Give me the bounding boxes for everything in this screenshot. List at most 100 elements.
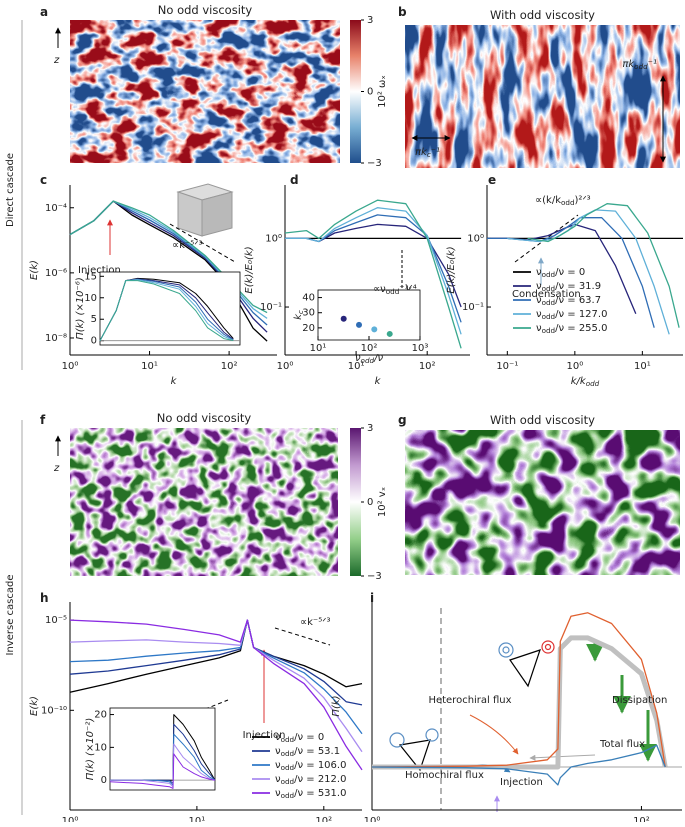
y-tick-label: 10 [94, 742, 107, 753]
inset-frame [317, 289, 421, 341]
series-line [109, 753, 216, 789]
panel-letter: f [40, 413, 46, 427]
y-tick-label: 10⁻⁵ [45, 615, 67, 626]
annotation: ∝k⁻⁵ᐟ³ [300, 617, 330, 628]
field-title: No odd viscosity [158, 3, 253, 17]
colorbar-tick-label: −3 [367, 571, 382, 582]
point [356, 321, 363, 328]
panel-letter: b [398, 5, 407, 19]
x-tick-label: 10¹ [634, 361, 651, 372]
legend-label: νodd/ν = 31.9 [536, 281, 601, 293]
y-tick-label: 10⁻⁸ [45, 333, 67, 344]
panel-letter: e [488, 173, 496, 187]
point [371, 326, 378, 333]
series-line [284, 199, 462, 349]
y-tick-label: 0 [101, 775, 107, 786]
legend-label: νodd/ν = 63.7 [536, 295, 601, 307]
cube-icon [176, 183, 234, 237]
panel-letter: a [40, 5, 48, 19]
series-line [110, 743, 216, 788]
y-axis-label: E(k) [29, 260, 40, 280]
field-title: With odd viscosity [490, 8, 595, 22]
colorbar-label: 10² ωₓ [377, 75, 388, 108]
panel-letter: g [398, 413, 407, 427]
y-axis-label: Π(k) (×10⁻²) [85, 718, 96, 781]
legend-label: νodd/ν = 531.0 [275, 788, 346, 800]
y-tick-label: 30 [302, 308, 315, 319]
x-axis-label: k/kodd [571, 376, 600, 388]
legend-label: νodd/ν = 127.0 [536, 309, 607, 321]
x-axis-label: νodd/ν [355, 353, 383, 365]
panel-letter: h [40, 591, 49, 605]
guide-line [274, 627, 331, 646]
legend-label: νodd/ν = 53.1 [275, 746, 340, 758]
field-image [70, 20, 340, 163]
y-axis-label: kc [293, 310, 305, 320]
inset-frame [99, 271, 241, 346]
series-line [285, 207, 462, 335]
legend-label: νodd/ν = 212.0 [275, 774, 346, 786]
colorbar-label: 10² vₓ [377, 487, 388, 517]
x-tick-label: 10¹ [310, 343, 327, 354]
y-tick-label: 10 [84, 293, 97, 304]
side-label: Direct cascade [5, 153, 16, 227]
legend-label: νodd/ν = 106.0 [275, 760, 346, 772]
field-annotation: πkodd⁻¹ [622, 59, 657, 71]
x-tick-label: 10¹ [348, 361, 365, 372]
series-line [69, 619, 363, 771]
annotation: Condensation [512, 289, 581, 300]
y-tick-label: 10⁻¹ [462, 302, 484, 313]
series-line [99, 280, 234, 341]
x-tick-label: 10² [419, 361, 436, 372]
y-tick-label: 10⁻¹⁰ [41, 705, 67, 716]
x-tick-label: 10⁰ [566, 361, 583, 372]
y-tick-label: 15 [84, 271, 97, 282]
field-title: With odd viscosity [490, 413, 595, 427]
y-tick-label: 10⁻⁴ [45, 203, 67, 214]
colorbar-tick-label: 3 [367, 423, 373, 434]
y-tick-label: 10⁻⁶ [45, 268, 67, 279]
field-image [70, 428, 338, 576]
annotation: ∝k⁻⁵ᐟ³ [172, 240, 202, 251]
colorbar-tick-label: 0 [367, 87, 373, 98]
field-image [405, 25, 680, 168]
colorbar [350, 20, 361, 163]
panel-letter: i [370, 591, 374, 605]
colorbar-tick-label: −3 [367, 158, 382, 169]
series-line [527, 203, 680, 328]
y-tick-label: 20 [94, 710, 107, 721]
field-image [405, 430, 680, 575]
legend-label: νodd/ν = 255.0 [536, 323, 607, 335]
x-axis-label: k [171, 376, 178, 387]
legend-label: νodd/ν = 0 [275, 732, 324, 744]
field-title: No odd viscosity [157, 411, 252, 425]
x-tick-label: 10⁰ [62, 816, 79, 822]
series-line [372, 635, 668, 770]
x-tick-label: 10² [221, 361, 238, 372]
colorbar-tick-label: 0 [367, 497, 373, 508]
x-tick-label: 10⁻¹ [496, 361, 518, 372]
side-label: Inverse cascade [5, 575, 16, 656]
y-tick-label: 5 [91, 314, 97, 325]
legend-label: νodd/ν = 0 [536, 267, 585, 279]
annotation: Injection [243, 730, 286, 741]
colorbar [350, 428, 361, 576]
point [340, 315, 347, 322]
x-tick-label: 10² [361, 343, 378, 354]
annotation: ∝νodd⁻¹ᐟ⁴ [373, 284, 417, 296]
annotation: Injection [78, 265, 121, 276]
panel-letter: d [290, 173, 299, 187]
y-tick-label: 40 [302, 293, 315, 304]
y-axis-label: E(k) [29, 696, 40, 716]
spiral-icons [389, 640, 555, 772]
guide-line [169, 223, 236, 263]
y-axis-label: Π(k) [331, 695, 342, 716]
annotation: Heterochiral flux [428, 695, 511, 706]
x-tick-label: 10⁰ [364, 816, 381, 822]
arrow [529, 754, 596, 761]
inset-frame [109, 707, 216, 791]
x-tick-label: 10¹ [189, 816, 206, 822]
series-line [69, 200, 268, 314]
point [386, 330, 393, 337]
x-tick-label: 10¹ [141, 361, 158, 372]
